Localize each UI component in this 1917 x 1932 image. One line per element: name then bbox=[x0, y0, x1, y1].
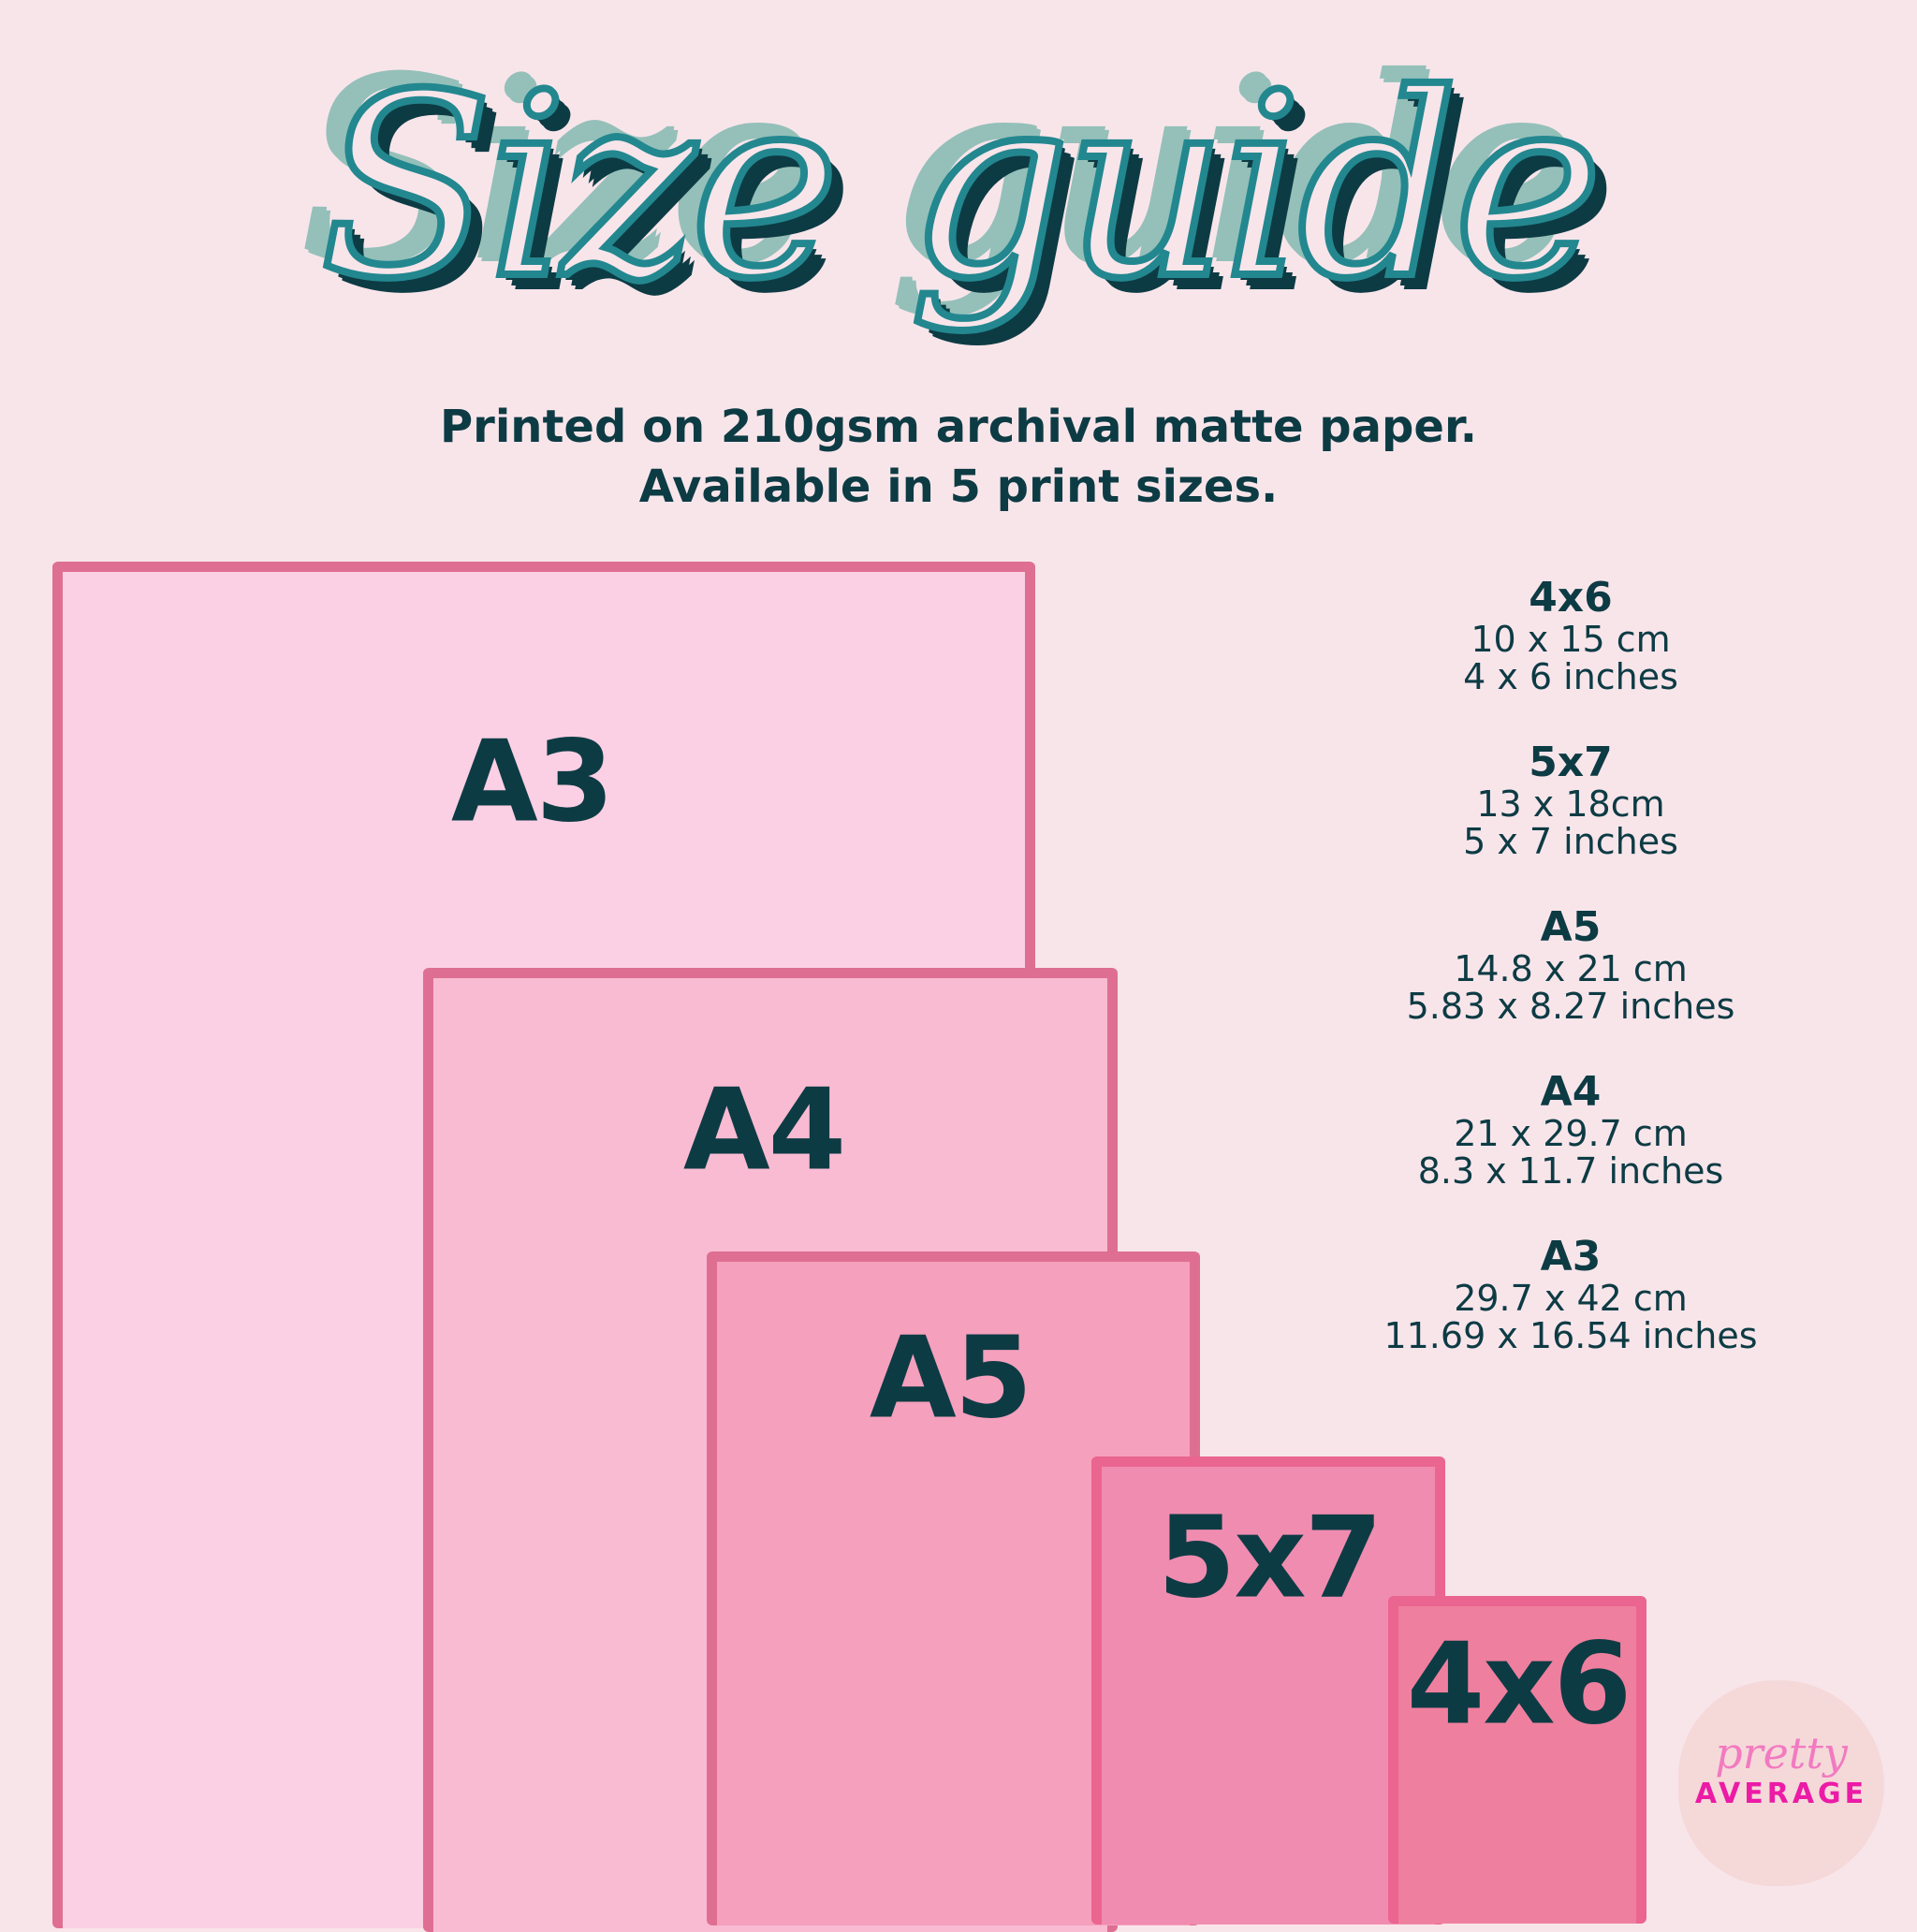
paper-label-a5: A5 bbox=[869, 1313, 1032, 1444]
spec-cm: 21 x 29.7 cm bbox=[1454, 1113, 1688, 1154]
spec-name: A3 bbox=[1540, 1233, 1602, 1281]
spec-a5: A5 14.8 x 21 cm 5.83 x 8.27 inches bbox=[1383, 905, 1758, 1070]
paper-label-5x7: 5x7 bbox=[1157, 1493, 1383, 1624]
paper-label-4x6: 4x6 bbox=[1406, 1619, 1632, 1750]
paper-label-a3: A3 bbox=[450, 717, 614, 848]
spec-inches: 8.3 x 11.7 inches bbox=[1417, 1150, 1724, 1192]
spec-inches: 4 x 6 inches bbox=[1463, 656, 1678, 697]
spec-cm: 14.8 x 21 cm bbox=[1454, 948, 1688, 989]
spec-a4: A4 21 x 29.7 cm 8.3 x 11.7 inches bbox=[1383, 1070, 1758, 1235]
paper-4x6 bbox=[1388, 1596, 1646, 1924]
spec-cm: 29.7 x 42 cm bbox=[1454, 1278, 1688, 1319]
spec-5x7: 5x7 13 x 18cm 5 x 7 inches bbox=[1383, 740, 1758, 905]
spec-name: 5x7 bbox=[1529, 739, 1613, 786]
spec-4x6: 4x6 10 x 15 cm 4 x 6 inches bbox=[1383, 576, 1758, 740]
paper-label-a4: A4 bbox=[682, 1065, 846, 1196]
brand-logo: pretty AVERAGE bbox=[1678, 1680, 1884, 1886]
size-spec-list: 4x6 10 x 15 cm 4 x 6 inches 5x7 13 x 18cm 5 … bbox=[1383, 576, 1758, 1399]
spec-name: A4 bbox=[1540, 1068, 1602, 1116]
spec-inches: 11.69 x 16.54 inches bbox=[1383, 1315, 1758, 1356]
spec-inches: 5.83 x 8.27 inches bbox=[1406, 986, 1735, 1027]
spec-name: A5 bbox=[1540, 903, 1602, 951]
subtitle-line-2: Available in 5 print sizes. bbox=[638, 461, 1279, 513]
spec-a3: A3 29.7 x 42 cm 11.69 x 16.54 inches bbox=[1383, 1235, 1758, 1399]
logo-word: AVERAGE bbox=[1694, 1778, 1868, 1810]
spec-cm: 13 x 18cm bbox=[1476, 783, 1665, 825]
spec-inches: 5 x 7 inches bbox=[1463, 821, 1678, 862]
paper-5x7 bbox=[1091, 1456, 1445, 1925]
page-title: Size guide bbox=[316, 36, 1607, 338]
subtitle-line-1: Printed on 210gsm archival matte paper. bbox=[439, 401, 1478, 453]
spec-name: 4x6 bbox=[1529, 574, 1613, 622]
spec-cm: 10 x 15 cm bbox=[1471, 619, 1671, 660]
logo-script: pretty bbox=[1715, 1728, 1848, 1778]
